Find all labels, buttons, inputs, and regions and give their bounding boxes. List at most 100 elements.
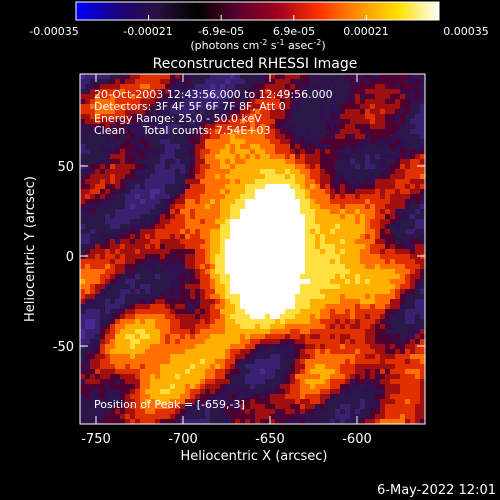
image-pixel: [375, 174, 381, 180]
image-pixel: [270, 234, 276, 240]
image-pixel: [230, 409, 236, 415]
image-pixel: [195, 339, 201, 345]
image-pixel: [350, 214, 356, 220]
image-pixel: [265, 144, 271, 150]
image-pixel: [405, 239, 411, 245]
y-axis-label: Heliocentric Y (arcsec): [23, 176, 38, 322]
image-pixel: [245, 204, 251, 210]
image-pixel: [230, 334, 236, 340]
image-pixel: [175, 99, 181, 105]
image-pixel: [420, 339, 425, 345]
image-pixel: [155, 189, 161, 195]
image-pixel: [225, 259, 231, 265]
image-pixel: [230, 399, 236, 405]
image-pixel: [260, 304, 266, 310]
image-pixel: [165, 119, 171, 125]
image-pixel: [190, 119, 196, 125]
image-pixel: [420, 394, 425, 400]
image-pixel: [145, 214, 151, 220]
image-pixel: [380, 114, 386, 120]
image-pixel: [90, 324, 96, 330]
image-pixel: [90, 389, 96, 395]
image-pixel: [355, 114, 361, 120]
image-pixel: [80, 184, 86, 190]
image-pixel: [385, 234, 391, 240]
image-pixel: [150, 224, 156, 230]
image-pixel: [335, 389, 341, 395]
image-pixel: [110, 409, 116, 415]
image-pixel: [190, 99, 196, 105]
image-pixel: [90, 339, 96, 345]
image-pixel: [380, 229, 386, 235]
image-pixel: [415, 164, 421, 170]
image-pixel: [365, 314, 371, 320]
image-pixel: [175, 119, 181, 125]
image-pixel: [290, 179, 296, 185]
image-pixel: [115, 239, 121, 245]
image-pixel: [215, 364, 221, 370]
image-pixel: [325, 159, 331, 165]
image-pixel: [330, 349, 336, 355]
image-pixel: [175, 394, 181, 400]
image-pixel: [120, 94, 126, 100]
image-pixel: [330, 214, 336, 220]
image-pixel: [220, 269, 226, 275]
image-pixel: [95, 214, 101, 220]
image-pixel: [320, 129, 326, 135]
image-pixel: [345, 269, 351, 275]
image-pixel: [220, 84, 226, 90]
image-pixel: [405, 364, 411, 370]
image-pixel: [105, 74, 111, 80]
image-pixel: [150, 129, 156, 135]
image-pixel: [265, 294, 271, 300]
image-pixel: [380, 189, 386, 195]
image-pixel: [245, 89, 251, 95]
image-pixel: [135, 344, 141, 350]
image-pixel: [200, 349, 206, 355]
image-pixel: [230, 239, 236, 245]
image-pixel: [165, 199, 171, 205]
image-pixel: [195, 124, 201, 130]
image-pixel: [135, 159, 141, 165]
image-pixel: [330, 329, 336, 335]
image-pixel: [310, 269, 316, 275]
image-pixel: [220, 279, 226, 285]
image-pixel: [120, 154, 126, 160]
image-pixel: [390, 84, 396, 90]
image-pixel: [380, 374, 386, 380]
image-pixel: [175, 249, 181, 255]
image-pixel: [95, 254, 101, 260]
image-pixel: [385, 214, 391, 220]
image-pixel: [170, 269, 176, 275]
image-pixel: [265, 419, 271, 424]
image-pixel: [420, 84, 425, 90]
image-pixel: [405, 289, 411, 295]
image-pixel: [150, 289, 156, 295]
image-pixel: [360, 344, 366, 350]
image-pixel: [160, 84, 166, 90]
image-pixel: [335, 179, 341, 185]
image-pixel: [360, 159, 366, 165]
image-pixel: [120, 349, 126, 355]
image-pixel: [255, 409, 261, 415]
image-pixel: [180, 334, 186, 340]
image-pixel: [395, 394, 401, 400]
image-pixel: [210, 284, 216, 290]
image-pixel: [365, 409, 371, 415]
image-pixel: [240, 334, 246, 340]
image-pixel: [380, 139, 386, 145]
image-pixel: [140, 274, 146, 280]
image-pixel: [400, 339, 406, 345]
image-pixel: [400, 149, 406, 155]
image-pixel: [265, 179, 271, 185]
image-pixel: [175, 329, 181, 335]
image-pixel: [290, 124, 296, 130]
image-pixel: [335, 264, 341, 270]
image-pixel: [85, 284, 91, 290]
image-pixel: [230, 244, 236, 250]
image-pixel: [295, 354, 301, 360]
image-pixel: [275, 299, 281, 305]
image-pixel: [375, 349, 381, 355]
image-pixel: [265, 374, 271, 380]
image-pixel: [85, 354, 91, 360]
